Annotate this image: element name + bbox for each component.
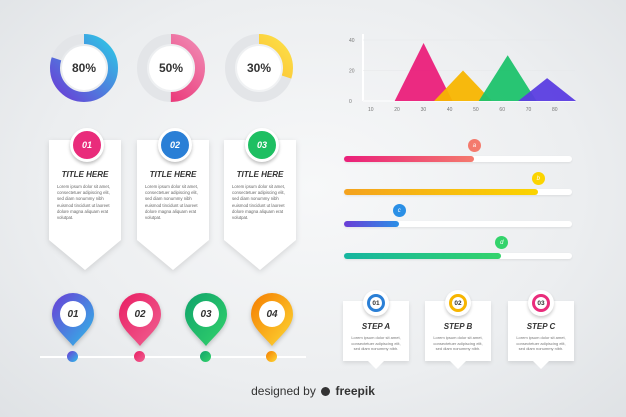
- step-tail: [368, 361, 384, 369]
- peak-chart: 40 20 0 10 20 30 40 50 60 70 80: [349, 34, 577, 113]
- peak-4: [518, 78, 577, 101]
- progress-fill: [344, 156, 474, 162]
- progress-bar-d: d: [344, 236, 572, 259]
- card-shape: [224, 140, 296, 270]
- step-title: STEP C: [526, 322, 556, 331]
- map-pin-1: 01: [51, 292, 95, 348]
- gauge-label: 80%: [71, 61, 97, 75]
- step-number: 01: [363, 290, 389, 316]
- y-tick-label: 40: [349, 38, 355, 44]
- card-text: Lorem ipsum dolor sit amet, consectetuer…: [57, 184, 111, 221]
- card-text: Lorem ipsum dolor sit amet, consectetuer…: [232, 184, 286, 221]
- peak-3: [478, 55, 537, 101]
- card-title: TITLE HERE: [236, 170, 284, 179]
- card-text: Lorem ipsum dolor sit amet, consectetuer…: [145, 184, 199, 221]
- info-card-1: 01 TITLE HERE Lorem ipsum dolor sit amet…: [49, 128, 121, 270]
- info-card-3: 03 TITLE HERE Lorem ipsum dolor sit amet…: [224, 128, 296, 270]
- info-card-2: 02 TITLE HERE Lorem ipsum dolor sit amet…: [137, 128, 209, 270]
- footer-credit: designed by freepik: [0, 384, 626, 398]
- step-number: 02: [445, 290, 471, 316]
- map-pin-2: 02: [118, 292, 162, 348]
- card-number: 02: [158, 128, 192, 162]
- x-tick-label: 20: [394, 107, 400, 113]
- gauge-label: 50%: [158, 61, 184, 75]
- card-number: 01: [70, 128, 104, 162]
- progress-marker: c: [392, 204, 406, 217]
- pin-label: 02: [134, 308, 146, 320]
- step-number-label: 01: [367, 294, 385, 312]
- gauge-ring: [50, 34, 118, 102]
- card-shape: [49, 140, 121, 270]
- card-title: TITLE HERE: [61, 170, 109, 179]
- step-tail: [450, 361, 466, 369]
- step-text: Lorem ipsum dolor sit amet, consectetuer…: [433, 335, 483, 352]
- step-title: STEP A: [361, 322, 391, 331]
- peak-1: [394, 43, 453, 101]
- timeline-dot: [67, 351, 78, 362]
- footer-prefix: designed by: [251, 384, 316, 398]
- step-card-c: 03 STEP C Lorem ipsum dolor sit amet, co…: [508, 290, 574, 369]
- gauge-30: 30%: [224, 33, 294, 103]
- map-pin-icon: [52, 293, 94, 346]
- progress-fill: [344, 253, 502, 259]
- x-tick-label: 60: [499, 107, 505, 113]
- pin-label: 04: [266, 308, 278, 320]
- timeline-dot: [200, 351, 211, 362]
- x-tick-label: 80: [552, 107, 558, 113]
- card-number: 03: [245, 128, 279, 162]
- map-pin-icon: [251, 293, 293, 346]
- map-pin-icon: [185, 293, 227, 346]
- progress-bar-a: a: [344, 139, 572, 162]
- pin-label: 03: [200, 308, 212, 320]
- gauge-50: 50%: [136, 33, 206, 103]
- map-pin-3: 03: [184, 292, 228, 348]
- progress-marker: d: [495, 236, 509, 249]
- timeline-dot: [266, 351, 277, 362]
- map-pin-icon: [119, 293, 161, 346]
- step-number-label: 03: [532, 294, 550, 312]
- progress-bar-b: b: [344, 172, 572, 195]
- timeline-dot: [134, 351, 145, 362]
- x-tick-label: 30: [421, 107, 427, 113]
- progress-marker: a: [467, 139, 481, 152]
- y-tick-label: 0: [349, 99, 352, 105]
- progress-marker: b: [531, 172, 545, 185]
- progress-fill: [344, 189, 538, 195]
- progress-bar-c: c: [344, 204, 572, 227]
- footer-brand: freepik: [335, 384, 375, 398]
- x-tick-label: 40: [447, 107, 453, 113]
- card-shape: [137, 140, 209, 270]
- gauge-ring: [225, 34, 293, 102]
- step-text: Lorem ipsum dolor sit amet, consectetuer…: [351, 335, 401, 352]
- x-tick-label: 70: [526, 107, 532, 113]
- step-number-label: 02: [449, 294, 467, 312]
- timeline-line: [40, 356, 306, 358]
- freepik-logo-icon: [321, 387, 331, 396]
- card-title: TITLE HERE: [149, 170, 197, 179]
- step-title: STEP B: [443, 322, 473, 331]
- step-card-a: 01 STEP A Lorem ipsum dolor sit amet, co…: [343, 290, 409, 369]
- x-tick-label: 50: [473, 107, 479, 113]
- step-tail: [533, 361, 549, 369]
- x-tick-label: 10: [368, 107, 374, 113]
- progress-fill: [344, 221, 399, 227]
- gauge-label: 30%: [246, 61, 272, 75]
- peak-2: [434, 70, 492, 101]
- map-pin-4: 04: [250, 292, 294, 348]
- step-text: Lorem ipsum dolor sit amet, consectetuer…: [516, 335, 566, 352]
- step-number: 03: [528, 290, 554, 316]
- pin-label: 01: [67, 308, 79, 320]
- step-card-b: 02 STEP B Lorem ipsum dolor sit amet, co…: [425, 290, 491, 369]
- y-tick-label: 20: [349, 69, 355, 75]
- gauge-80: 80%: [49, 33, 119, 103]
- gauge-ring: [137, 34, 205, 102]
